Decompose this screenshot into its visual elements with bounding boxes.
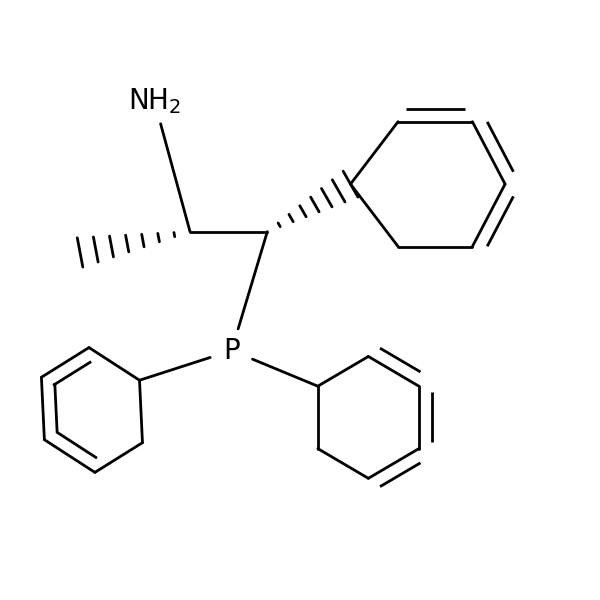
Text: P: P xyxy=(223,337,240,365)
Text: NH$_2$: NH$_2$ xyxy=(128,86,181,116)
